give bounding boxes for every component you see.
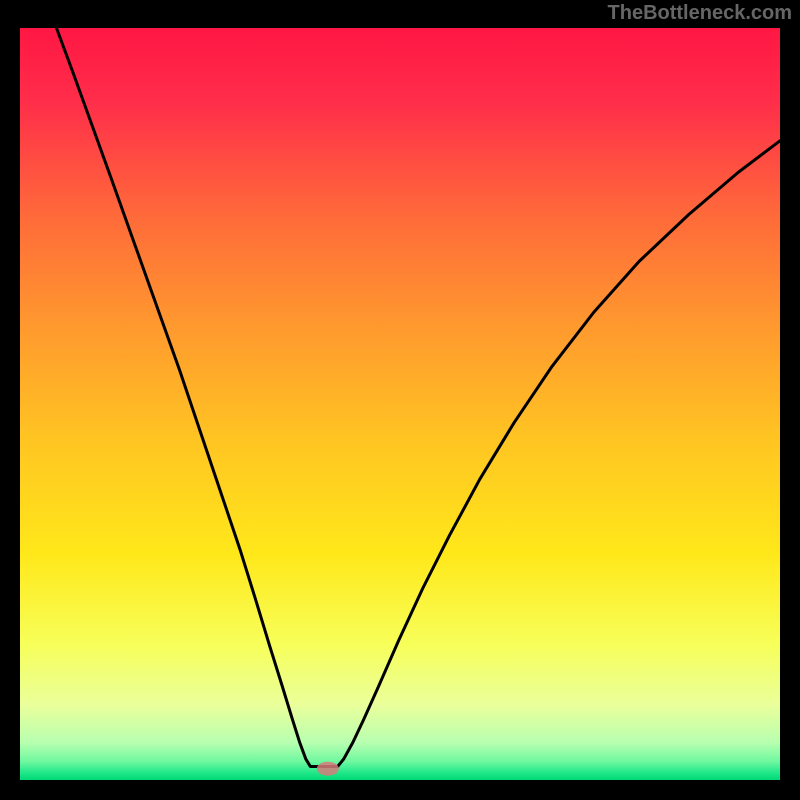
watermark-text: TheBottleneck.com <box>608 2 792 25</box>
optimal-point-marker <box>317 762 339 776</box>
gradient-background <box>20 28 780 780</box>
plot-area <box>20 28 780 780</box>
chart-svg <box>20 28 780 780</box>
chart-container: TheBottleneck.com <box>0 0 800 800</box>
